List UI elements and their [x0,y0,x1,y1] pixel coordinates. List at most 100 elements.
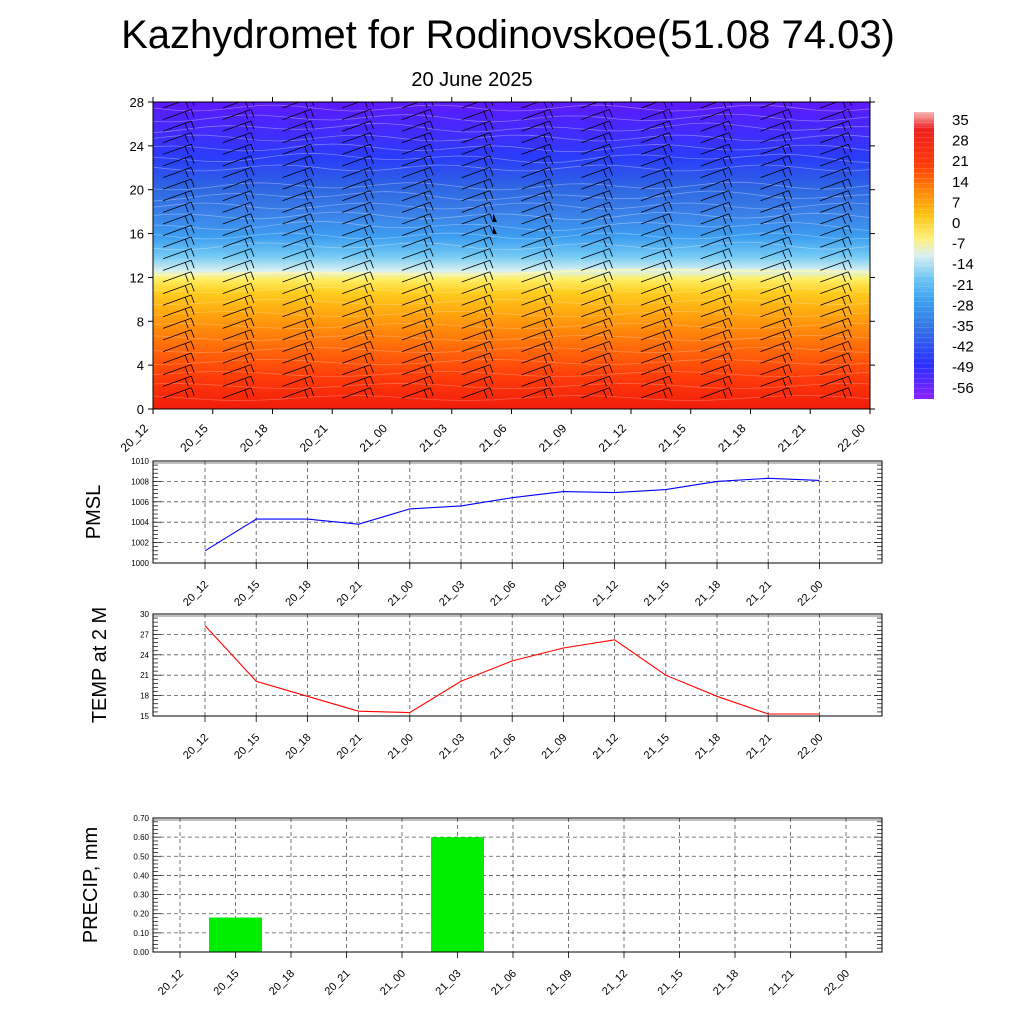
wind-barb-feather [902,332,905,340]
wind-barb-feather [908,330,911,338]
wind-barb-feather [902,123,905,131]
x-tick-label: 21_00 [386,579,416,609]
wind-barb-feather [908,365,911,373]
wind-barb [880,214,908,224]
wind-barb-feather [908,179,911,187]
x-tick-label: 20_21 [297,421,331,455]
wind-barb [880,133,908,143]
y-tick-label: 1002 [131,539,149,548]
wind-barb [880,388,908,398]
x-tick-label: 21_15 [656,968,686,998]
y-tick-label: 0.10 [133,929,149,938]
x-tick-label: 21_06 [488,732,518,762]
wind-barb-feather [902,274,905,282]
x-tick-label: 21_15 [642,579,672,609]
x-tick-label: 21_21 [767,968,797,998]
wind-barb-feather [902,286,905,294]
wind-barb [880,365,908,375]
x-tick-label: 20_12 [156,968,186,998]
wind-barb [880,98,908,108]
y-tick-label: 18 [140,692,149,701]
colorbar-label: 35 [952,112,969,129]
x-tick-label: 21_06 [476,421,510,455]
wind-barb-feather [902,262,905,270]
x-tick-label: 21_21 [744,732,774,762]
y-axis-label: PMSL [83,485,105,539]
wind-barb-feather [902,390,905,398]
wind-barb [880,225,908,235]
x-tick-label: 21_03 [437,732,467,762]
y-tick-label: 27 [140,630,149,639]
x-tick-label: 22_00 [795,579,825,609]
y-tick-label: 16 [130,227,144,242]
x-tick-label: 21_06 [489,968,519,998]
wind-barb-feather [902,135,905,143]
wind-barb-feather [908,272,911,280]
colorbar-label: -7 [952,236,965,253]
y-tick-label: 0.40 [133,871,149,880]
y-axis-label: PRECIP, mm [80,827,102,943]
x-tick-label: 21_09 [545,968,575,998]
colorbar-label: 28 [952,133,969,150]
x-tick-label: 20_18 [267,968,297,998]
y-tick-label: 1004 [131,518,149,527]
x-tick-label: 21_00 [378,968,408,998]
wind-barb-feather [908,121,911,129]
plot-background [153,461,882,563]
wind-barb [880,307,908,317]
colorbar-label: -21 [952,277,974,294]
y-tick-label: 24 [130,139,144,154]
x-tick-label: 20_18 [283,579,313,609]
y-tick-label: 0.30 [133,891,149,900]
wind-barb-feather [902,239,905,247]
wind-barb-feather [908,318,911,326]
x-tick-label: 22_00 [795,732,825,762]
colorbar-label: 14 [952,174,969,191]
x-tick-label: 20_21 [335,579,365,609]
x-tick-label: 20_21 [323,968,353,998]
wind-barb-feather [908,156,911,164]
wind-barb-feather [902,355,905,363]
x-tick-label: 20_12 [118,421,152,455]
x-tick-label: 20_15 [177,421,211,455]
colorbar-label: -35 [952,318,974,335]
wind-barb [880,376,908,386]
y-tick-label: 21 [140,671,149,680]
y-tick-label: 15 [140,712,149,721]
wind-barb-feather [902,158,905,166]
y-tick-label: 0.60 [133,833,149,842]
wind-barb-feather [902,170,905,178]
colorbar-label: -49 [952,359,974,376]
x-tick-label: 21_12 [596,421,630,455]
x-tick-label: 21_18 [715,421,749,455]
x-tick-label: 21_03 [437,579,467,609]
colorbar-label: -14 [952,256,974,273]
wind-barb-feather [902,378,905,386]
wind-barb [880,272,908,282]
y-tick-label: 1000 [131,559,149,568]
wind-barb-feather [902,309,905,317]
wind-barb-feather [908,202,911,210]
wind-barb-feather [902,112,905,120]
wind-barb [880,156,908,166]
colorbar-label: -42 [952,339,974,356]
colorbar-label: 7 [952,194,960,211]
x-tick-label: 21_09 [536,421,570,455]
x-tick-label: 20_18 [237,421,271,455]
wind-barb-feather [902,216,905,224]
y-tick-label: 4 [137,358,144,373]
wind-barb-feather [902,100,905,108]
x-tick-label: 22_00 [822,968,852,998]
wind-barb [880,249,908,259]
figure-subtitle: 20 June 2025 [411,69,532,91]
wind-barb-feather [908,109,911,117]
wind-barb [880,109,908,119]
x-tick-label: 21_18 [693,732,723,762]
y-tick-label: 1010 [131,457,149,466]
wind-barb-feather [908,295,911,303]
